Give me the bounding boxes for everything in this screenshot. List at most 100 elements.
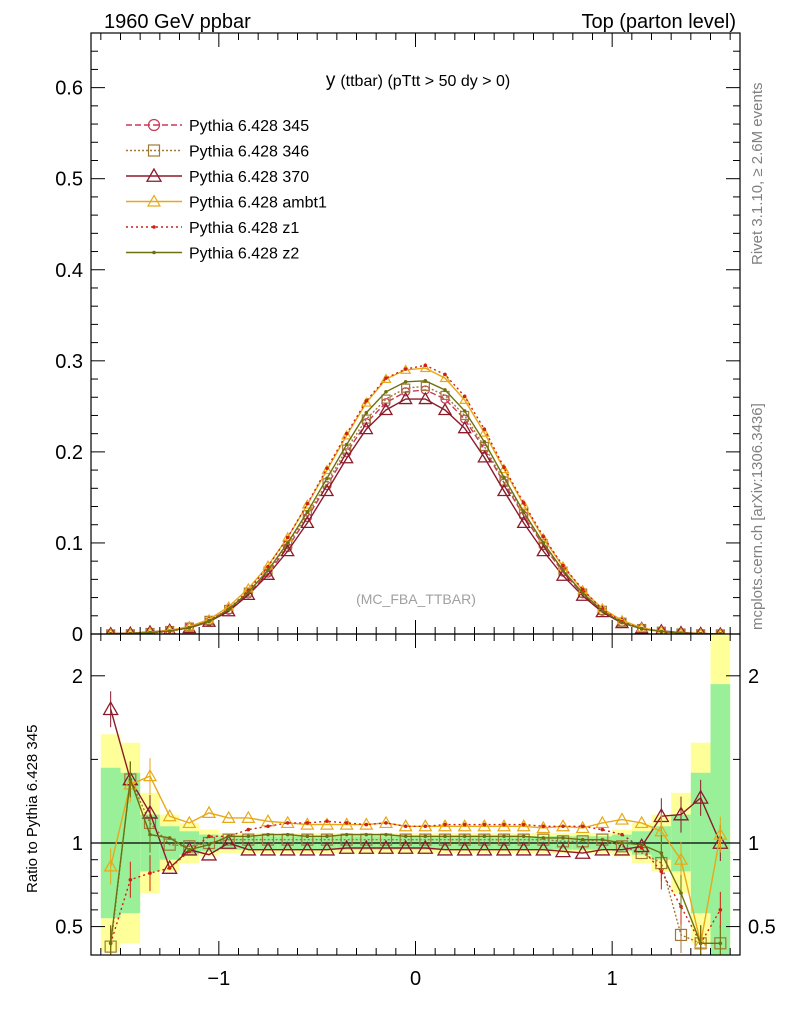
ratio-point-4-20 xyxy=(482,822,487,827)
main-point-6-6 xyxy=(207,619,211,624)
ratio-xtick-label: −1 xyxy=(207,968,230,990)
ratio-point-2-15 xyxy=(377,839,395,854)
ratio-point-5-11 xyxy=(305,834,310,839)
legend-marker-2 xyxy=(147,144,161,157)
legend-label-5: Pythia 6.428 z1 xyxy=(189,220,299,237)
ratio-point-2-13 xyxy=(338,839,355,854)
main-point-5-17 xyxy=(423,363,428,368)
ratio-point-4-27 xyxy=(620,832,624,837)
watermark: (MC_FBA_TTBAR) xyxy=(356,591,476,607)
ratio-point-1-17 xyxy=(419,833,432,846)
ratio-point-5-4 xyxy=(167,836,172,840)
ratio-ytick-label-right: 0.5 xyxy=(748,917,776,939)
ratio-point-3-26 xyxy=(595,815,610,829)
ratio-point-1-12 xyxy=(320,833,334,846)
main-point-3-1 xyxy=(106,626,116,634)
main-series-group xyxy=(106,362,725,634)
ratio-point-5-12 xyxy=(325,834,329,839)
ratio-point-3-4 xyxy=(162,809,177,822)
ratio-ytick-label-right: 2 xyxy=(748,666,759,688)
ratio-point-4-16 xyxy=(403,824,408,829)
ratio-point-4-24 xyxy=(561,824,565,829)
ratio-point-2-31 xyxy=(692,789,709,804)
ratio-point-4-3 xyxy=(148,871,152,875)
ratio-point-5-30 xyxy=(679,891,683,895)
ratio-point-4-6 xyxy=(207,834,211,839)
chart-title-rest: (ttbar) (pTtt > 50 dy > 0) xyxy=(340,73,510,90)
main-point-5-18 xyxy=(443,372,447,377)
main-point-6-15 xyxy=(384,389,388,394)
ratio-point-2-1 xyxy=(102,700,119,716)
header-left: 1960 GeV ppbar xyxy=(104,11,251,33)
main-point-3-18 xyxy=(437,402,453,416)
ratio-point-5-13 xyxy=(344,832,349,837)
ratio-point-5-32 xyxy=(718,941,723,946)
ratio-ytick-label: 1 xyxy=(72,833,83,855)
main-point-6-18 xyxy=(443,388,447,392)
ratio-point-5-25 xyxy=(580,837,585,842)
ratio-plot: 0.5 0.5 1 1 2 2 −1 0 1 xyxy=(55,633,776,990)
main-point-6-4 xyxy=(167,629,172,633)
ratio-point-3-20 xyxy=(477,819,492,832)
main-series-line-6 xyxy=(110,380,721,634)
ratio-point-2-6 xyxy=(200,846,218,861)
chart-title: y (ttbar) (pTtt > 50 dy > 0) xyxy=(326,70,510,91)
main-point-4-28 xyxy=(636,622,648,632)
ratio-point-5-31 xyxy=(698,941,703,946)
ratio-point-1-7 xyxy=(222,833,235,846)
ratio-point-4-28 xyxy=(639,846,644,850)
ratio-point-5-24 xyxy=(561,836,565,840)
legend-label-4: Pythia 6.428 ambt1 xyxy=(189,195,327,212)
main-point-6-12 xyxy=(325,476,329,481)
main-point-4-3 xyxy=(145,626,155,634)
ratio-point-1-27 xyxy=(615,840,629,853)
ratio-point-1-11 xyxy=(301,833,314,846)
ratio-point-1-18 xyxy=(438,833,452,846)
ratio-point-3-24 xyxy=(555,819,571,832)
ratio-ytick-label-right: 1 xyxy=(748,833,759,855)
ratio-point-5-8 xyxy=(246,834,251,839)
main-point-6-28 xyxy=(639,627,644,631)
main-point-4-15 xyxy=(380,373,392,384)
main-point-3-24 xyxy=(555,568,571,581)
main-point-4-13 xyxy=(341,429,353,440)
ratio-point-1-21 xyxy=(497,833,511,846)
main-point-6-16 xyxy=(403,379,408,384)
legend-marker-1 xyxy=(147,118,161,132)
ratio-point-3-23 xyxy=(536,820,551,834)
main-point-3-32 xyxy=(716,626,725,634)
main-plot: 0 0.1 0.2 0.3 0.4 0.5 0.6 xyxy=(55,32,741,646)
ratio-point-2-22 xyxy=(515,841,532,856)
ratio-point-4-21 xyxy=(502,822,506,827)
ratio-point-5-15 xyxy=(384,832,388,837)
ratio-point-4-29 xyxy=(659,869,664,874)
ratio-point-4-2 xyxy=(128,877,133,882)
ratio-point-2-25 xyxy=(574,844,591,859)
main-series-line-4 xyxy=(110,367,721,634)
main-point-3-15 xyxy=(378,402,394,416)
main-point-5-14 xyxy=(364,399,369,403)
ratio-point-3-17 xyxy=(418,819,433,832)
main-ytick-label: 0.1 xyxy=(55,533,83,555)
ratio-point-5-28 xyxy=(639,842,644,847)
ratio-point-4-23 xyxy=(541,824,546,829)
ratio-point-3-7 xyxy=(221,810,236,824)
ratio-point-1-23 xyxy=(537,833,550,846)
main-point-5-10 xyxy=(285,535,290,540)
ratio-series-line-1 xyxy=(109,776,721,947)
main-point-5-12 xyxy=(325,466,329,471)
ratio-point-2-17 xyxy=(417,839,434,854)
main-point-6-10 xyxy=(285,541,290,545)
mcplots-label: mcplots.cern.ch [arXiv:1306.3436] xyxy=(749,403,766,630)
ratio-series-group xyxy=(91,634,740,955)
ratio-point-5-7 xyxy=(226,834,231,839)
main-point-6-13 xyxy=(344,442,349,447)
main-point-6-20 xyxy=(482,440,487,444)
ratio-point-3-10 xyxy=(280,815,295,829)
ratio-point-5-18 xyxy=(443,834,447,839)
main-point-4-12 xyxy=(321,464,333,475)
chart-title-main: y xyxy=(326,70,336,91)
main-point-4-11 xyxy=(301,498,313,509)
ratio-point-3-11 xyxy=(300,817,315,830)
